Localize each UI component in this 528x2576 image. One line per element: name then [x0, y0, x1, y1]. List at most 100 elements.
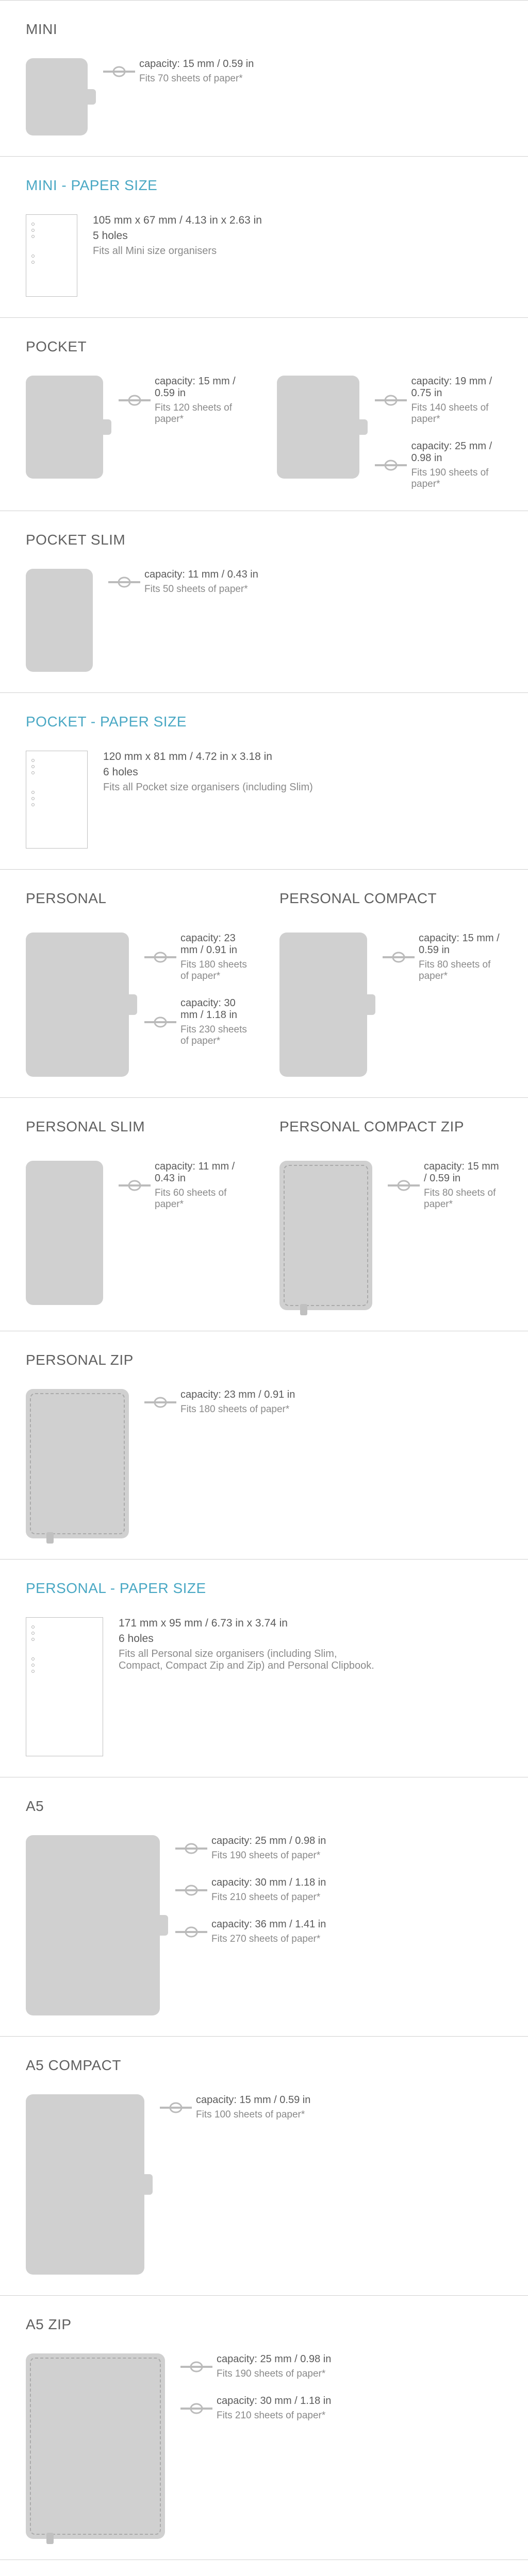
- capacity: capacity: 15 mm / 0.59 in: [419, 933, 502, 956]
- fits-text: Fits all Pocket size organisers (includi…: [103, 782, 313, 793]
- capacity: capacity: 30 mm / 1.18 in: [217, 2395, 331, 2407]
- fits-text: Fits all Personal size organisers (inclu…: [119, 1648, 376, 1672]
- fits-sheets: Fits 80 sheets of paper*: [419, 959, 502, 982]
- ring-spec: capacity: 15 mm / 0.59 inFits 80 sheets …: [388, 1161, 502, 1210]
- capacity: capacity: 15 mm / 0.59 in: [424, 1161, 502, 1184]
- fits-text: Fits all Mini size organisers: [93, 245, 262, 257]
- fits-sheets: Fits 120 sheets of paper*: [155, 402, 246, 425]
- section-a5-zip: A5 ZIP capacity: 25 mm / 0.98 in Fits 190 …: [0, 2295, 528, 2560]
- section-a5-paper: A5 - PAPER SIZE210 mm x 148 mm / 8.26 in…: [0, 2560, 528, 2576]
- fits-sheets: Fits 190 sheets of paper*: [217, 2368, 331, 2380]
- fits-sheets: Fits 140 sheets of paper*: [411, 402, 502, 425]
- organiser-shape: [26, 58, 88, 135]
- ring-icon: [144, 1396, 176, 1409]
- ring-icon: [144, 1016, 176, 1028]
- dimensions: 105 mm x 67 mm / 4.13 in x 2.63 in: [93, 214, 262, 227]
- section-a5-compact: A5 COMPACT capacity: 15 mm / 0.59 in Fits …: [0, 2036, 528, 2295]
- paper-shape: [26, 1617, 103, 1756]
- ring-spec: capacity: 30 mm / 1.18 in Fits 210 sheets…: [180, 2395, 331, 2421]
- ring-icon: [180, 2402, 212, 2415]
- ring-spec: capacity: 15 mm / 0.59 in Fits 80 sheets …: [383, 933, 502, 982]
- clasp: [88, 89, 96, 105]
- ring-icon: [375, 394, 407, 406]
- ring-spec: capacity: 30 mm / 1.18 in Fits 230 sheets…: [144, 997, 249, 1047]
- section-title: PERSONAL SLIM: [26, 1118, 249, 1135]
- clasp: [103, 419, 111, 435]
- hole-count: 6 holes: [103, 766, 313, 778]
- organiser-shape: [26, 2353, 165, 2539]
- section-title: PERSONAL COMPACT ZIP: [279, 1118, 502, 1135]
- ring-icon: [175, 1842, 207, 1855]
- holes: [31, 1625, 35, 1673]
- ring-spec: capacity: 25 mm / 0.98 inFits 190 sheets…: [175, 1835, 326, 1861]
- hole-count: 5 holes: [93, 230, 262, 242]
- section-title: PERSONAL - PAPER SIZE: [26, 1580, 502, 1597]
- ring-spec: capacity: 23 mm / 0.91 inFits 180 sheets…: [144, 1389, 295, 1415]
- clasp: [160, 1915, 168, 1936]
- fits-sheets: Fits 270 sheets of paper*: [211, 1934, 326, 1945]
- capacity: capacity: 30 mm / 1.18 in: [180, 997, 249, 1021]
- paper-shape: [26, 751, 88, 849]
- ring-icon: [175, 1884, 207, 1896]
- organiser-shape: [26, 1835, 160, 2015]
- capacity: capacity: 15 mm / 0.59 in: [155, 376, 246, 399]
- organiser-shape: [26, 1389, 129, 1538]
- zip-pull: [300, 1304, 307, 1315]
- fits-sheets: Fits 210 sheets of paper*: [211, 1892, 326, 1903]
- ring-icon: [103, 65, 135, 78]
- capacity: capacity: 25 mm / 0.98 in: [411, 440, 502, 464]
- fits-sheets: Fits 60 sheets of paper*: [155, 1188, 249, 1210]
- capacity: capacity: 15 mm / 0.59 in: [196, 2094, 310, 2106]
- fits-sheets: Fits 230 sheets of paper*: [180, 1024, 249, 1047]
- capacity: capacity: 25 mm / 0.98 in: [217, 2353, 331, 2365]
- ring-icon: [160, 2102, 192, 2114]
- organiser-shape: [279, 1161, 372, 1310]
- ring-spec: capacity: 19 mm / 0.75 in Fits 140 sheets…: [375, 376, 502, 425]
- ring-icon: [388, 1179, 420, 1192]
- hole-count: 6 holes: [119, 1633, 376, 1645]
- capacity: capacity: 19 mm / 0.75 in: [411, 376, 502, 399]
- section-title: POCKET: [26, 338, 502, 355]
- zip-pull: [46, 2533, 54, 2544]
- clasp: [359, 419, 368, 435]
- ring-icon: [119, 1179, 151, 1192]
- zipper: [284, 1165, 368, 1306]
- organiser-shape: [277, 376, 359, 479]
- fits-sheets: Fits 210 sheets of paper*: [217, 2410, 331, 2421]
- section-title: PERSONAL COMPACT: [279, 890, 502, 907]
- paper-shape: [26, 214, 77, 297]
- section-title: A5 ZIP: [26, 2316, 502, 2333]
- fits-sheets: Fits 100 sheets of paper*: [196, 2109, 310, 2121]
- section-personal-slim-personal-compact-zip: PERSONAL SLIM capacity: 11 mm / 0.43 in Fi…: [0, 1097, 528, 1331]
- section-personal-personal-compact: PERSONALcapacity: 23 mm / 0.91 inFits 18…: [0, 869, 528, 1097]
- ring-spec: capacity: 30 mm / 1.18 inFits 210 sheets…: [175, 1877, 326, 1903]
- ring-icon: [144, 951, 176, 963]
- section-title: MINI - PAPER SIZE: [26, 177, 502, 194]
- fits-sheets: Fits 190 sheets of paper*: [411, 467, 502, 490]
- section-personal-paper: PERSONAL - PAPER SIZE 171 mm x 95 mm / 6.…: [0, 1559, 528, 1777]
- ring-spec: capacity: 25 mm / 0.98 in Fits 190 sheets…: [375, 440, 502, 490]
- capacity: capacity: 11 mm / 0.43 in: [155, 1161, 249, 1184]
- organiser-shape: [26, 933, 129, 1077]
- organiser-shape: [26, 1161, 103, 1305]
- clasp: [144, 2174, 153, 2195]
- zip-pull: [46, 1532, 54, 1544]
- ring-icon: [119, 394, 151, 406]
- holes: [31, 223, 35, 264]
- capacity: capacity: 15 mm / 0.59 in: [139, 58, 254, 70]
- dimensions: 171 mm x 95 mm / 6.73 in x 3.74 in: [119, 1617, 376, 1630]
- section-title: PERSONAL ZIP: [26, 1352, 502, 1368]
- section-title: A5 COMPACT: [26, 2057, 502, 2074]
- organiser-shape: [26, 2094, 144, 2275]
- fits-sheets: Fits 190 sheets of paper*: [211, 1850, 326, 1861]
- ring-icon: [175, 1926, 207, 1938]
- section-a5: A5capacity: 25 mm / 0.98 inFits 190 shee…: [0, 1777, 528, 2036]
- ring-spec: capacity: 36 mm / 1.41 inFits 270 sheets…: [175, 1919, 326, 1945]
- section-pocket-slim: POCKET SLIMcapacity: 11 mm / 0.43 inFits…: [0, 511, 528, 692]
- clasp: [129, 994, 137, 1015]
- ring-icon: [383, 951, 415, 963]
- ring-spec: capacity: 15 mm / 0.59 in Fits 120 sheets…: [119, 376, 246, 425]
- dimensions: 120 mm x 81 mm / 4.72 in x 3.18 in: [103, 751, 313, 763]
- ring-icon: [108, 576, 140, 588]
- ring-spec: capacity: 15 mm / 0.59 inFits 70 sheets …: [103, 58, 254, 84]
